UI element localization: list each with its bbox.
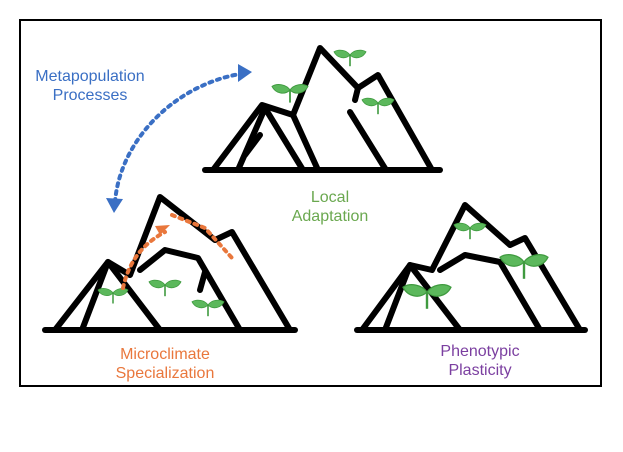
microclimate-line2: Specialization bbox=[115, 365, 215, 382]
label-microclimate: Microclimate Specialization bbox=[95, 345, 235, 383]
local-adaptation-line1: Local bbox=[310, 189, 350, 206]
label-plasticity: Phenotypic Plasticity bbox=[420, 342, 540, 380]
microclimate-arrow bbox=[121, 213, 234, 290]
plasticity-line1: Phenotypic bbox=[440, 343, 520, 360]
leaves-bottom-left bbox=[97, 279, 225, 318]
metapopulation-arrowhead-top bbox=[238, 64, 252, 82]
label-local-adaptation: Local Adaptation bbox=[275, 188, 385, 226]
mountain-top bbox=[202, 45, 443, 173]
local-adaptation-line2: Adaptation bbox=[291, 208, 369, 225]
leaf-icon bbox=[453, 222, 487, 240]
leaf-icon bbox=[148, 279, 182, 298]
label-metapopulation: Metapopulation Processes bbox=[25, 67, 155, 105]
mountain-bottom-left bbox=[42, 194, 298, 333]
metapopulation-arrowhead-bottom bbox=[106, 198, 123, 213]
leaf-icon bbox=[191, 299, 225, 318]
microclimate-line1: Microclimate bbox=[120, 346, 210, 363]
metapopulation-line2: Processes bbox=[52, 87, 128, 104]
leaf-icon bbox=[97, 287, 129, 305]
metapopulation-arrow bbox=[113, 72, 242, 204]
leaf-icon bbox=[361, 97, 395, 116]
metapopulation-line1: Metapopulation bbox=[35, 68, 145, 85]
mountain-bottom-right bbox=[354, 202, 588, 333]
plasticity-line2: Plasticity bbox=[448, 362, 512, 379]
microclimate-arrowhead bbox=[155, 225, 170, 235]
